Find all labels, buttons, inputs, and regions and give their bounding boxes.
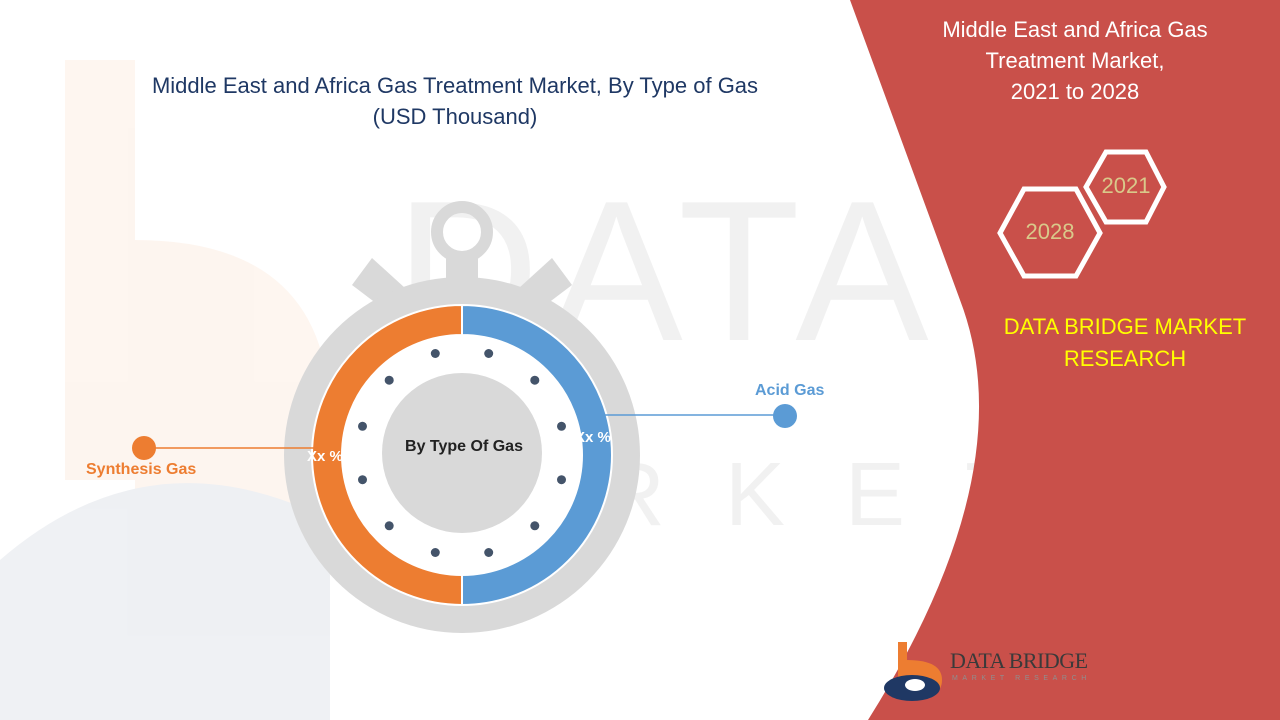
donut-center xyxy=(382,373,542,533)
legend-label-synthesis-gas: Synthesis Gas xyxy=(86,461,197,478)
dial-dot xyxy=(530,521,540,531)
side-title-line: 2021 to 2028 xyxy=(1010,79,1140,104)
brand-name: DATA BRIDGE MARKET RESEARCH xyxy=(985,311,1265,375)
dial-dot xyxy=(484,349,494,358)
hexagon-2021 xyxy=(1083,149,1167,225)
hex-year-2028: 2028 xyxy=(1025,219,1075,244)
hexagon-2028 xyxy=(997,186,1103,279)
chart-subtitle-text: (USD Thousand) xyxy=(372,104,538,129)
side-title-line: Middle East and Africa Gas xyxy=(942,17,1208,42)
dial-dot xyxy=(530,375,540,385)
dial-dot xyxy=(384,375,394,385)
logo-tagline: MARKET RESEARCH xyxy=(952,675,1091,682)
dial-dot xyxy=(384,521,394,531)
chart-title: Middle East and Africa Gas Treatment Mar… xyxy=(95,70,815,132)
donut-center-label: By Type Of Gas xyxy=(405,438,523,455)
brand-line: DATA BRIDGE MARKET xyxy=(1003,314,1247,339)
dial-dot xyxy=(358,475,367,485)
legend-label-acid-gas: Acid Gas xyxy=(755,382,825,399)
dial-dot xyxy=(358,421,367,431)
data-label-acid-gas: Xx % xyxy=(575,429,611,446)
side-title-line: Treatment Market, xyxy=(985,48,1165,73)
dial-dot xyxy=(430,349,440,358)
brand-line: RESEARCH xyxy=(1063,346,1187,371)
stopwatch-dial-dots xyxy=(358,349,566,557)
data-label-synthesis-gas: Xx % xyxy=(307,448,343,465)
synthesis-gas-legend-marker xyxy=(132,436,156,460)
acid-gas-legend-marker xyxy=(773,404,797,428)
dial-dot xyxy=(430,548,440,557)
logo-name: DATA BRIDGE xyxy=(950,648,1088,673)
dial-dot xyxy=(557,475,566,485)
hex-year-2021: 2021 xyxy=(1101,173,1151,198)
data-bridge-logo-mark xyxy=(884,642,942,701)
side-panel-title: Middle East and Africa Gas Treatment Mar… xyxy=(905,14,1245,107)
dial-dot xyxy=(484,548,494,557)
dial-dot xyxy=(557,421,566,431)
chart-title-text: Middle East and Africa Gas Treatment Mar… xyxy=(151,73,759,98)
